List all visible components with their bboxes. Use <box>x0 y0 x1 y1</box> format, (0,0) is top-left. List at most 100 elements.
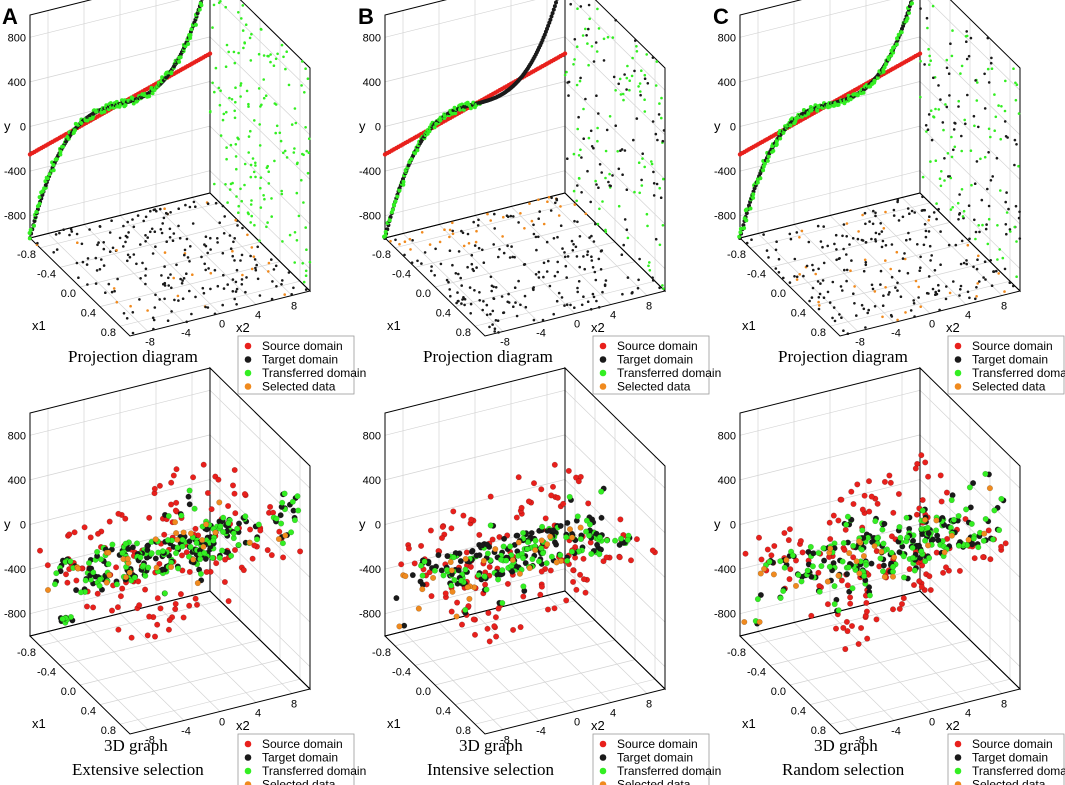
target-domain-point <box>522 560 529 567</box>
target-domain-point <box>182 277 186 280</box>
transferred-domain-point <box>781 564 788 571</box>
source-domain-point <box>117 593 124 600</box>
side-projection-point <box>597 27 601 30</box>
target-domain-point <box>924 235 928 239</box>
target-domain-point <box>473 289 476 292</box>
side-projection-point <box>1012 67 1015 70</box>
target-domain-point <box>860 303 864 307</box>
target-domain-point <box>108 231 112 234</box>
selected-data-point <box>467 242 471 245</box>
side-projection-point <box>579 76 582 80</box>
target-domain-point <box>62 228 65 231</box>
target-domain-point <box>470 262 474 266</box>
legend-marker <box>954 781 962 785</box>
transferred-domain-point <box>859 527 866 534</box>
target-domain-point <box>545 26 549 31</box>
source-domain-point <box>768 552 775 559</box>
side-projection-point <box>234 100 237 104</box>
transferred-domain-point <box>133 540 140 547</box>
target-domain-point <box>478 291 481 294</box>
transferred-domain-point <box>432 125 437 130</box>
side-projection-point <box>1014 204 1018 208</box>
side-projection-point <box>645 212 649 216</box>
transferred-domain-point <box>242 513 249 520</box>
source-domain-point <box>193 601 200 608</box>
target-domain-point <box>144 546 151 553</box>
transferred-domain-point <box>289 498 296 505</box>
target-domain-point <box>181 279 184 282</box>
source-domain-point <box>841 546 848 553</box>
target-domain-point <box>817 296 821 299</box>
target-domain-point <box>171 239 175 242</box>
grid-line <box>739 36 921 83</box>
source-domain-point <box>492 614 499 621</box>
selected-data-point <box>914 279 918 283</box>
transferred-domain-point <box>820 545 827 552</box>
side-projection-point <box>986 36 990 40</box>
source-domain-point <box>200 461 207 468</box>
side-projection-point <box>235 195 238 198</box>
target-domain-point <box>563 255 567 259</box>
source-domain-point <box>943 489 950 496</box>
selected-data-point <box>889 267 892 271</box>
target-domain-point <box>811 286 815 290</box>
selected-data-point <box>948 291 952 295</box>
target-domain-point <box>905 238 908 242</box>
source-domain-point <box>122 515 129 522</box>
target-domain-point <box>126 259 129 263</box>
target-domain-point <box>96 243 99 247</box>
target-domain-point <box>969 541 976 548</box>
selected-data-point <box>553 559 560 566</box>
source-domain-point <box>771 542 778 549</box>
side-projection-point <box>964 122 967 126</box>
target-domain-point <box>864 261 868 264</box>
selected-data-point <box>212 529 219 536</box>
transferred-domain-point <box>532 537 539 544</box>
selected-data-point <box>409 248 412 251</box>
selected-data-point <box>895 250 899 254</box>
selected-data-point <box>856 570 863 577</box>
target-domain-point <box>124 240 127 244</box>
transferred-domain-point <box>47 172 52 177</box>
side-projection-point <box>590 145 594 148</box>
side-projection-point <box>617 82 620 86</box>
side-projection-point <box>963 118 966 122</box>
selected-data-point <box>557 214 561 217</box>
target-domain-point <box>235 268 239 272</box>
target-domain-point <box>304 288 308 291</box>
target-domain-point <box>158 298 161 301</box>
target-domain-point <box>555 299 559 303</box>
target-domain-point <box>928 244 932 248</box>
selected-data-point <box>528 202 531 205</box>
grid <box>384 0 666 332</box>
source-domain-point <box>850 500 857 507</box>
source-domain-point <box>156 482 163 489</box>
side-projection-point <box>247 105 250 108</box>
target-domain-point <box>934 293 937 297</box>
target-domain-point <box>468 548 475 555</box>
transferred-domain-point <box>996 527 1003 534</box>
side-projection-point <box>619 93 623 96</box>
y-tick-label: -800 <box>4 609 26 621</box>
target-domain-point <box>586 250 590 253</box>
transferred-domain-point <box>96 582 103 589</box>
side-projection-point <box>237 11 240 14</box>
source-domain-point <box>937 472 944 479</box>
transferred-domain-point <box>998 495 1005 502</box>
source-domain-point <box>854 481 861 488</box>
target-domain-point <box>173 298 176 302</box>
selected-data-point <box>798 236 801 239</box>
side-projection-point <box>625 88 628 91</box>
x1-tick-label: 0.4 <box>436 706 451 718</box>
source-domain-point <box>405 545 412 552</box>
y-tick-label: -800 <box>4 211 26 223</box>
source-domain-point <box>486 638 493 645</box>
selected-data-point <box>122 574 129 581</box>
target-domain-point <box>222 273 225 277</box>
target-domain-point <box>200 255 203 259</box>
transferred-domain-point <box>843 521 850 528</box>
target-domain-point <box>435 552 442 559</box>
grid-line <box>209 125 311 225</box>
target-domain-point <box>506 300 509 304</box>
source-domain-point <box>855 640 862 647</box>
